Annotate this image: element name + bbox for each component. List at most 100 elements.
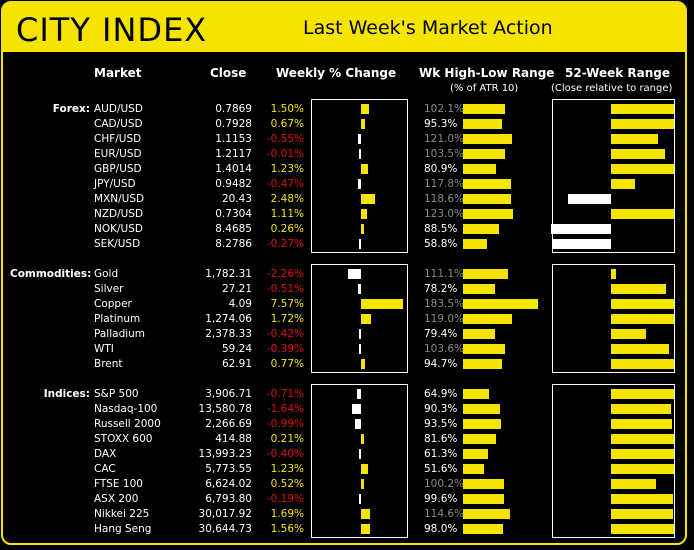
- weekly-change-bar: [361, 464, 368, 474]
- range-52wk-bar: [611, 419, 672, 429]
- close-value: 13,993.23: [198, 448, 252, 460]
- weekly-change-bar: [361, 224, 364, 234]
- weekly-change-box: [311, 99, 408, 253]
- weekly-change-box: [311, 264, 408, 373]
- range-52wk-bar: [611, 434, 674, 444]
- range-52wk-bar: [611, 359, 674, 369]
- market-name: S&P 500: [94, 388, 139, 400]
- market-name: JPY/USD: [94, 178, 136, 190]
- wk-range-value: 61.3%: [424, 448, 458, 460]
- column-header-wk-range: Wk High-Low Range: [419, 66, 555, 80]
- range-52wk-bar: [611, 104, 674, 114]
- close-value: 0.7928: [215, 118, 252, 130]
- wk-range-value: 81.6%: [424, 433, 458, 445]
- range-52wk-bar: [611, 389, 674, 399]
- weekly-change-bar: [359, 494, 361, 504]
- weekly-change-bar: [361, 314, 371, 324]
- wk-range-bar: [463, 239, 487, 249]
- range-52wk-bar: [611, 314, 674, 324]
- wk-range-bar: [463, 104, 505, 114]
- close-value: 20.43: [221, 193, 252, 205]
- wk-range-bar: [463, 194, 511, 204]
- market-name: FTSE 100: [94, 478, 143, 490]
- close-value: 1.2117: [215, 148, 252, 160]
- wk-range-bar: [463, 479, 504, 489]
- close-value: 1.1153: [215, 133, 252, 145]
- market-name: CHF/USD: [94, 133, 142, 145]
- wk-range-bar: [463, 464, 484, 474]
- weekly-change-value: 1.69%: [270, 508, 304, 520]
- weekly-change-value: 0.21%: [270, 433, 304, 445]
- close-value: 0.9482: [215, 178, 252, 190]
- market-name: EUR/USD: [94, 148, 142, 160]
- weekly-change-bar: [361, 479, 364, 489]
- wk-range-value: 80.9%: [424, 163, 458, 175]
- close-value: 30,017.92: [198, 508, 252, 520]
- wk-range-bar: [463, 224, 499, 234]
- weekly-change-bar: [361, 119, 365, 129]
- brand-logo: CITY INDEX: [16, 11, 208, 49]
- market-name: CAC: [94, 463, 116, 475]
- market-name: MXN/USD: [94, 193, 145, 205]
- column-subheader-wk-range: (% of ATR 10): [450, 83, 519, 94]
- range-52wk-bar: [611, 524, 674, 534]
- weekly-change-value: 1.56%: [270, 523, 304, 535]
- range-52wk-bar: [611, 479, 656, 489]
- wk-range-bar: [463, 284, 495, 294]
- range-52wk-bar: [611, 329, 646, 339]
- wk-range-value: 93.5%: [424, 418, 458, 430]
- wk-range-bar: [463, 419, 501, 429]
- wk-range-value: 111.1%: [424, 268, 465, 280]
- market-name: Silver: [94, 283, 124, 295]
- wk-range-bar: [463, 269, 508, 279]
- group-label: Forex:: [52, 103, 90, 115]
- wk-range-value: 99.6%: [424, 493, 458, 505]
- column-header-52wk-range: 52-Week Range: [565, 66, 670, 80]
- close-value: 4.09: [228, 298, 252, 310]
- page-title: Last Week's Market Action: [303, 17, 553, 39]
- weekly-change-value: 0.67%: [270, 118, 304, 130]
- range-52wk-bar: [611, 119, 674, 129]
- market-name: NOK/USD: [94, 223, 143, 235]
- market-name: GBP/USD: [94, 163, 142, 175]
- weekly-change-value: 1.72%: [270, 313, 304, 325]
- wk-range-value: 64.9%: [424, 388, 458, 400]
- weekly-change-bar: [351, 404, 361, 414]
- close-value: 0.7869: [215, 103, 252, 115]
- close-value: 13,580.78: [198, 403, 252, 415]
- wk-range-value: 118.6%: [424, 193, 465, 205]
- close-value: 8.2786: [215, 238, 252, 250]
- range-52wk-bar: [611, 179, 635, 189]
- weekly-change-bar: [361, 524, 370, 534]
- range-52wk-bar: [553, 239, 611, 249]
- wk-range-value: 100.2%: [424, 478, 465, 490]
- market-name: Copper: [94, 298, 132, 310]
- range-52wk-bar: [611, 284, 666, 294]
- wk-range-value: 121.0%: [424, 133, 465, 145]
- group-label: Indices:: [43, 388, 90, 400]
- wk-range-bar: [463, 389, 489, 399]
- weekly-change-value: 2.48%: [270, 193, 304, 205]
- close-value: 5,773.55: [205, 463, 252, 475]
- market-name: Platinum: [94, 313, 141, 325]
- wk-range-bar: [463, 509, 510, 519]
- market-name: Nikkei 225: [94, 508, 150, 520]
- wk-range-bar: [463, 134, 512, 144]
- wk-range-value: 102.1%: [424, 103, 465, 115]
- weekly-change-bar: [359, 149, 361, 159]
- market-name: Hang Seng: [94, 523, 152, 535]
- range-52wk-bar: [611, 149, 665, 159]
- weekly-change-bar: [358, 344, 361, 354]
- range-52wk-bar: [611, 464, 674, 474]
- column-header-close: Close: [210, 66, 247, 80]
- close-value: 3,906.71: [205, 388, 252, 400]
- range-52wk-bar: [611, 134, 658, 144]
- close-value: 1,782.31: [205, 268, 252, 280]
- weekly-change-bar: [361, 194, 375, 204]
- weekly-change-value: 1.50%: [270, 103, 304, 115]
- table-frame: [1, 1, 687, 545]
- close-value: 62.91: [221, 358, 252, 370]
- weekly-change-bar: [357, 389, 361, 399]
- wk-range-value: 95.3%: [424, 118, 458, 130]
- wk-range-bar: [463, 314, 512, 324]
